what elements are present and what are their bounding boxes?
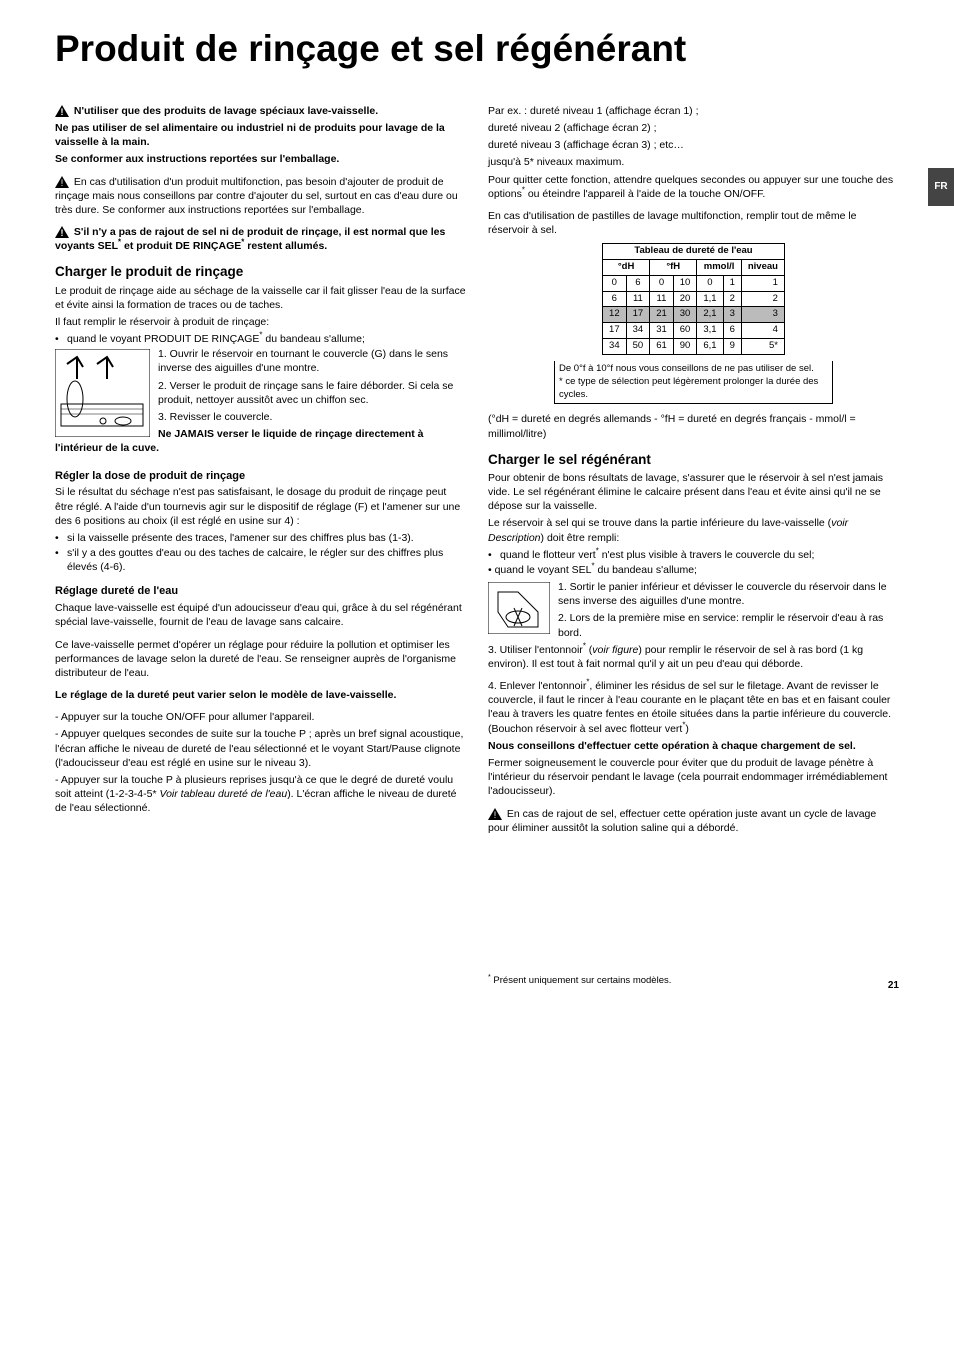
sec1-p2: Il faut remplir le réservoir à produit d… [55,315,466,329]
sec2-li2: • quand le voyant SEL* du bandeau s'allu… [488,563,899,577]
svg-text:!: ! [61,228,64,238]
sub1-li1: si la vaisselle présente des traces, l'a… [55,531,466,545]
table-caption: Tableau de dureté de l'eau [602,243,785,259]
content-columns: ! N'utiliser que des produits de lavage … [55,104,899,991]
table-row: 06 010 01 1 [603,275,785,291]
table-header-row: °dH °fH mmol/l niveau [603,260,785,276]
sub2-bold: Le réglage de la dureté peut varier selo… [55,688,466,702]
sec2-li1: quand le flotteur vert* n'est plus visib… [488,548,899,562]
sub2-p5: - Appuyer sur la touche P à plusieurs re… [55,773,466,816]
r-p6: En cas d'utilisation de pastilles de lav… [488,209,899,237]
sub2-p3: - Appuyer sur la touche ON/OFF pour allu… [55,710,466,724]
reservoir-illustration [55,349,150,437]
sub2-p4: - Appuyer quelques secondes de suite sur… [55,727,466,770]
right-column: Par ex. : dureté niveau 1 (affichage écr… [488,104,899,991]
svg-text:!: ! [494,810,497,820]
sub1-p1: Si le résultat du séchage n'est pas sati… [55,485,466,528]
th-fh: °fH [650,260,697,276]
footnote: * Présent uniquement sur certains modèle… [488,975,899,988]
sec2-warn: ! En cas de rajout de sel, effectuer cet… [488,807,899,835]
table-row: 3450 6190 6,19 5* [603,339,785,355]
warning-icon: ! [55,226,69,238]
r-p2: dureté niveau 2 (affichage écran 2) ; [488,121,899,135]
sec2-p1: Pour obtenir de bons résultats de lavage… [488,471,899,514]
warning-icon: ! [488,808,502,820]
r-p1: Par ex. : dureté niveau 1 (affichage écr… [488,104,899,118]
r-p7: (°dH = dureté en degrés allemands - °fH … [488,412,899,440]
table-note: De 0°f à 10°f nous vous conseillons de n… [554,361,833,404]
page-title: Produit de rinçage et sel régénérant [55,30,899,69]
hardness-table: Tableau de dureté de l'eau °dH °fH mmol/… [602,243,785,355]
warning-3: ! S'il n'y a pas de rajout de sel ni de … [55,225,466,253]
warn1b: Ne pas utiliser de sel alimentaire ou in… [55,121,466,149]
warning-1: ! N'utiliser que des produits de lavage … [55,104,466,118]
salt-illustration [488,582,550,634]
warning-2: ! En cas d'utilisation d'un produit mult… [55,175,466,218]
sec2-step3: 3. Utiliser l'entonnoir* (voir figure) p… [488,643,899,671]
th-mmol: mmol/l [697,260,742,276]
sec2-p5: Fermer soigneusement le couvercle pour é… [488,756,899,799]
sub2-p1: Chaque lave-vaisselle est équipé d'un ad… [55,601,466,629]
sub1-li2: s'il y a des gouttes d'eau ou des taches… [55,546,466,574]
lang-tab: FR [928,168,954,206]
sub2-p2: Ce lave-vaisselle permet d'opérer un rég… [55,638,466,681]
table-row: 611 1120 1,12 2 [603,291,785,307]
th-niveau: niveau [741,260,784,276]
warning-icon: ! [55,176,69,188]
sub2-title: Réglage dureté de l'eau [55,584,466,599]
sec2-title: Charger le sel régénérant [488,451,899,469]
warning-icon: ! [55,105,69,117]
warn3c: restent allumés. [244,240,327,252]
warn1-text: N'utiliser que des produits de lavage sp… [74,105,378,117]
sub1-title: Régler la dose de produit de rinçage [55,469,466,484]
r-p3: dureté niveau 3 (affichage écran 3) ; et… [488,138,899,152]
th-dh: °dH [603,260,650,276]
r-p4: jusqu'à 5* niveaux maximum. [488,155,899,169]
sec1-li1: quand le voyant PRODUIT DE RINÇAGE* du b… [55,332,466,346]
page-number: 21 [888,979,899,993]
sec1-title: Charger le produit de rinçage [55,263,466,281]
svg-text:!: ! [61,107,64,117]
warn3b: et produit DE RINÇAGE [121,240,241,252]
table-row: 1734 3160 3,16 4 [603,323,785,339]
sec2-p4: 4. Enlever l'entonnoir*, éliminer les ré… [488,679,899,736]
sec2-p2: Le réservoir à sel qui se trouve dans la… [488,516,899,544]
table-row-highlight: 1217 2130 2,13 3 [603,307,785,323]
svg-text:!: ! [61,178,64,188]
warn1c: Se conformer aux instructions reportées … [55,152,466,166]
r-p5: Pour quitter cette fonction, attendre qu… [488,173,899,201]
warn2-text: En cas d'utilisation d'un produit multif… [55,176,458,216]
sec2-bold: Nous conseillons d'effectuer cette opéra… [488,739,899,753]
left-column: ! N'utiliser que des produits de lavage … [55,104,466,991]
sec1-p1: Le produit de rinçage aide au séchage de… [55,284,466,312]
